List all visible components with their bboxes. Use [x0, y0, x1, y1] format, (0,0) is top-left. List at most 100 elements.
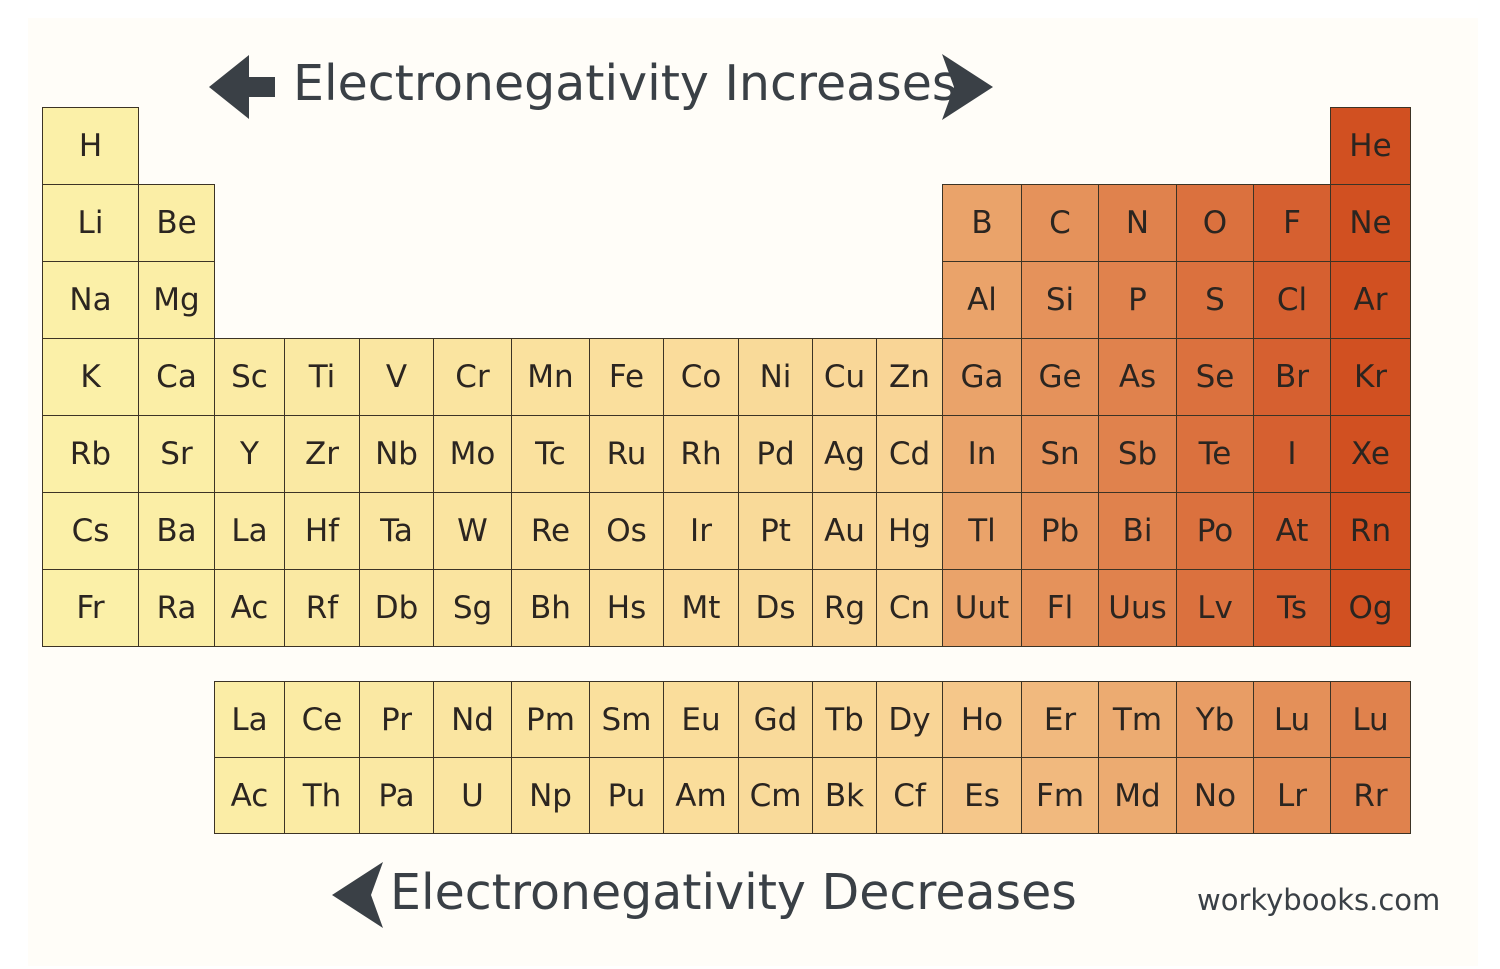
element-cell: Sn [1021, 415, 1099, 493]
element-cell: Bi [1098, 492, 1177, 570]
element-cell: Pb [1021, 492, 1099, 570]
element-cell: Hf [284, 492, 360, 570]
element-cell: Hg [876, 492, 943, 570]
f-block-cell: Er [1021, 681, 1099, 758]
element-cell: Rb [42, 415, 139, 493]
element-cell: F [1253, 184, 1331, 262]
element-cell: Te [1176, 415, 1254, 493]
element-cell: In [942, 415, 1022, 493]
element-cell: Uut [942, 569, 1022, 647]
element-cell: Rf [284, 569, 360, 647]
element-cell: Hs [589, 569, 664, 647]
element-cell: Db [359, 569, 434, 647]
f-block-cell: Cf [876, 757, 943, 834]
element-cell: Sb [1098, 415, 1177, 493]
element-cell: Au [812, 492, 877, 570]
f-block-cell: Th [284, 757, 360, 834]
f-block-cell: Cm [738, 757, 813, 834]
element-cell: K [42, 338, 139, 416]
element-cell: Cs [42, 492, 139, 570]
element-cell: Nb [359, 415, 434, 493]
element-cell: La [214, 492, 285, 570]
element-cell: Ar [1330, 261, 1411, 339]
element-cell: Rh [663, 415, 739, 493]
element-cell: Ds [738, 569, 813, 647]
element-cell: Cr [433, 338, 512, 416]
f-block-cell: Pa [359, 757, 434, 834]
element-cell: Fr [42, 569, 139, 647]
f-block-cell: Lu [1330, 681, 1411, 758]
element-cell: Ba [138, 492, 215, 570]
f-block-cell: Es [942, 757, 1022, 834]
f-block-cell: Am [663, 757, 739, 834]
f-block-cell: Gd [738, 681, 813, 758]
element-cell: V [359, 338, 434, 416]
element-cell: He [1330, 107, 1411, 185]
f-block-cell: Ho [942, 681, 1022, 758]
element-cell: Kr [1330, 338, 1411, 416]
element-cell: Tl [942, 492, 1022, 570]
f-block-cell: Np [511, 757, 590, 834]
f-block-cell: Yb [1176, 681, 1254, 758]
element-cell: Xe [1330, 415, 1411, 493]
element-cell: S [1176, 261, 1254, 339]
website-label: workybooks.com [1197, 883, 1441, 917]
bottom-heading: Electronegativity Decreases [390, 864, 1077, 921]
f-block-cell: Nd [433, 681, 512, 758]
f-block-cell: Eu [663, 681, 739, 758]
element-cell: Ru [589, 415, 664, 493]
f-block-cell: Rr [1330, 757, 1411, 834]
element-cell: Fl [1021, 569, 1099, 647]
f-block-cell: Pm [511, 681, 590, 758]
element-cell: Zr [284, 415, 360, 493]
element-cell: Ni [738, 338, 813, 416]
element-cell: Ts [1253, 569, 1331, 647]
element-cell: Ac [214, 569, 285, 647]
f-block-cell: Tm [1098, 681, 1177, 758]
element-cell: C [1021, 184, 1099, 262]
f-block-cell: Pu [589, 757, 664, 834]
element-cell: Ta [359, 492, 434, 570]
element-cell: As [1098, 338, 1177, 416]
element-cell: W [433, 492, 512, 570]
element-cell: Pd [738, 415, 813, 493]
element-cell: Os [589, 492, 664, 570]
element-cell: Mt [663, 569, 739, 647]
element-cell: Uus [1098, 569, 1177, 647]
left-chevron-arrow-icon [332, 862, 383, 928]
element-cell: Br [1253, 338, 1331, 416]
element-cell: Bh [511, 569, 590, 647]
top-heading: Electronegativity Increases [293, 55, 958, 112]
element-cell: Sg [433, 569, 512, 647]
element-cell: Rg [812, 569, 877, 647]
element-cell: Fe [589, 338, 664, 416]
right-chevron-arrow-icon [942, 54, 993, 120]
element-cell: At [1253, 492, 1331, 570]
f-block-cell: Ac [214, 757, 285, 834]
element-cell: Se [1176, 338, 1254, 416]
left-arrow-icon [209, 55, 275, 119]
element-cell: Zn [876, 338, 943, 416]
element-cell: Sc [214, 338, 285, 416]
f-block-cell: Fm [1021, 757, 1099, 834]
element-cell: Re [511, 492, 590, 570]
f-block-cell: Sm [589, 681, 664, 758]
element-cell: Si [1021, 261, 1099, 339]
element-cell: Pt [738, 492, 813, 570]
element-cell: Be [138, 184, 215, 262]
element-cell: Mg [138, 261, 215, 339]
element-cell: Cl [1253, 261, 1331, 339]
element-cell: H [42, 107, 139, 185]
element-cell: Y [214, 415, 285, 493]
element-cell: P [1098, 261, 1177, 339]
element-cell: Po [1176, 492, 1254, 570]
f-block-cell: Lu [1253, 681, 1331, 758]
element-cell: O [1176, 184, 1254, 262]
f-block-cell: La [214, 681, 285, 758]
f-block-cell: Dy [876, 681, 943, 758]
f-block-cell: Bk [812, 757, 877, 834]
element-cell: Og [1330, 569, 1411, 647]
element-cell: Ge [1021, 338, 1099, 416]
element-cell: Na [42, 261, 139, 339]
element-cell: Ag [812, 415, 877, 493]
